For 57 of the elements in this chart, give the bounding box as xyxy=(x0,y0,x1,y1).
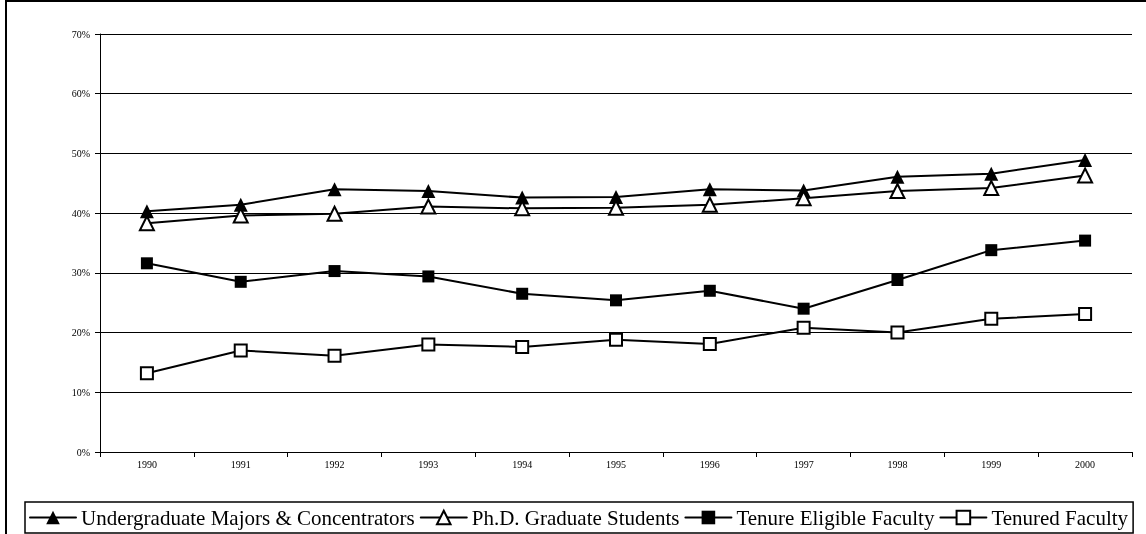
point xyxy=(233,343,248,358)
x-tick-label: 1990 xyxy=(136,458,157,470)
point xyxy=(983,180,1000,197)
point xyxy=(326,205,343,222)
point xyxy=(516,287,529,300)
legend-label: Tenure Eligible Faculty xyxy=(736,505,935,530)
y-tick-label: 50% xyxy=(71,147,90,159)
y-tick-label: 40% xyxy=(71,207,90,219)
point xyxy=(891,274,904,287)
point xyxy=(890,169,905,184)
y-tick-label: 60% xyxy=(71,88,90,100)
point xyxy=(703,284,716,297)
x-tick-label: 1999 xyxy=(981,458,1002,470)
x-tick-label: 1996 xyxy=(699,458,720,470)
point xyxy=(889,183,906,200)
point xyxy=(421,184,436,199)
x-tick-label: 2000 xyxy=(1075,458,1096,470)
legend-label: Ph.D. Graduate Students xyxy=(471,505,680,530)
point xyxy=(984,311,999,326)
point xyxy=(609,332,623,347)
point xyxy=(421,337,436,352)
point xyxy=(328,265,341,278)
legend-label: Tenured Faculty xyxy=(991,505,1129,530)
x-tick-label: 1995 xyxy=(606,458,626,470)
point xyxy=(1079,234,1092,247)
point xyxy=(701,196,718,213)
point xyxy=(140,257,153,270)
y-tick-label: 20% xyxy=(71,327,90,339)
point xyxy=(420,198,437,215)
y-tick-label: 30% xyxy=(71,267,90,279)
point xyxy=(1077,167,1094,184)
y-tick-label: 0% xyxy=(76,446,90,458)
point xyxy=(327,182,342,197)
y-tick-label: 70% xyxy=(71,28,90,40)
point xyxy=(702,336,717,351)
point xyxy=(234,275,247,288)
x-tick-label: 1998 xyxy=(887,458,908,470)
point xyxy=(985,244,998,257)
x-tick-label: 1997 xyxy=(793,458,814,470)
point xyxy=(796,320,811,335)
point xyxy=(1078,153,1093,167)
point xyxy=(139,366,154,381)
point xyxy=(890,325,905,340)
x-tick-label: 1993 xyxy=(418,458,439,470)
point xyxy=(702,182,717,197)
point xyxy=(610,294,622,307)
point xyxy=(422,270,435,283)
y-tick-label: 10% xyxy=(71,386,90,398)
point xyxy=(327,348,342,363)
point xyxy=(515,339,530,354)
point xyxy=(984,166,999,181)
x-tick-label: 1991 xyxy=(230,458,251,470)
x-tick-label: 1994 xyxy=(512,458,533,470)
point xyxy=(797,302,810,315)
x-tick-label: 1992 xyxy=(324,458,345,470)
legend-label: Undergraduate Majors & Concentrators xyxy=(81,505,415,530)
point xyxy=(1078,307,1093,322)
